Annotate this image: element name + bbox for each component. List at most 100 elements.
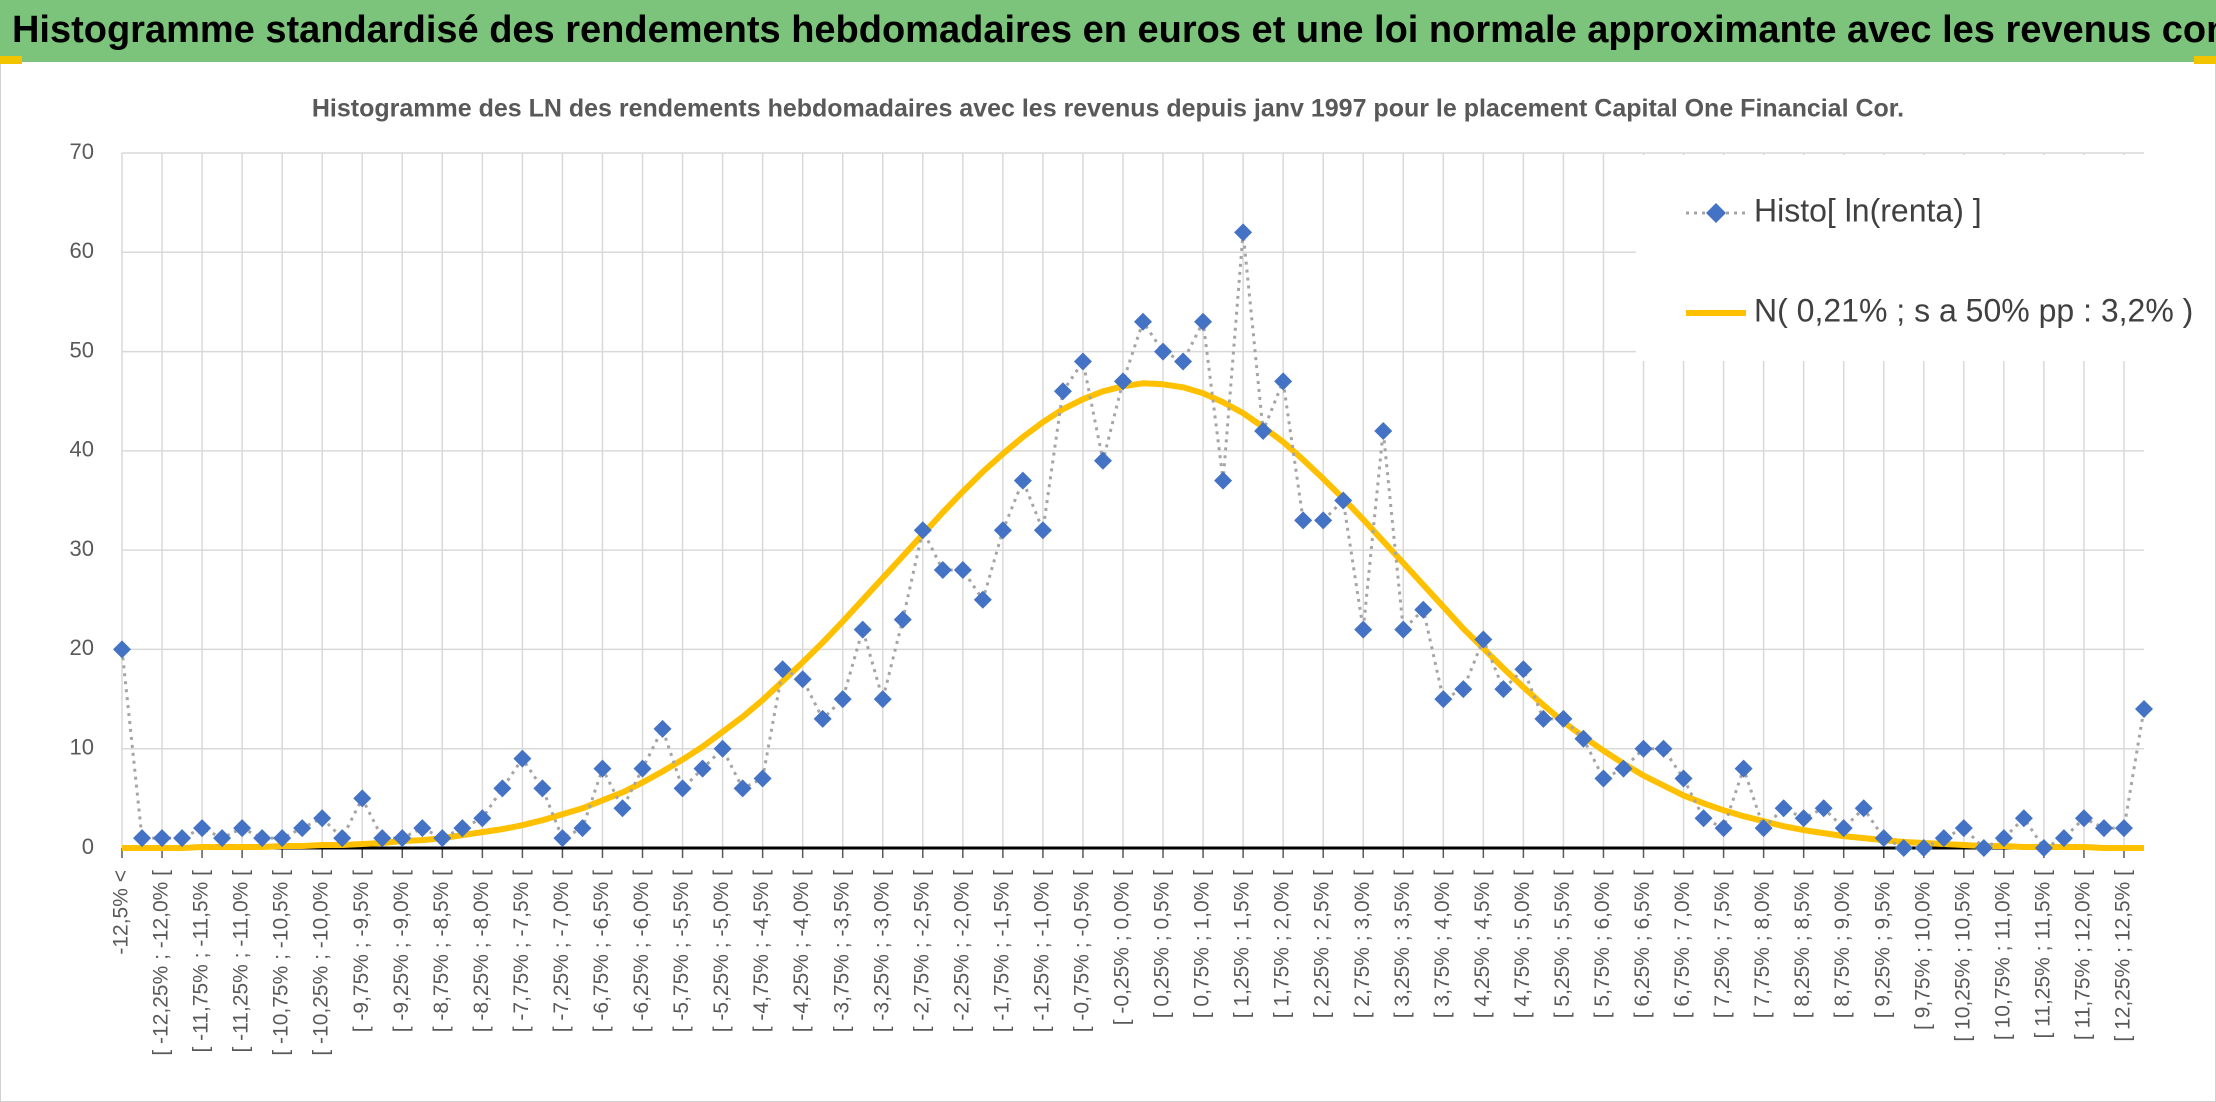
data-point — [333, 829, 352, 848]
x-tick-label: [ 11,25% ; 11,5% [ — [2031, 870, 2054, 1039]
x-tick-label: [ 8,75% ; 9,0% [ — [1831, 870, 1854, 1018]
data-point — [1474, 630, 1493, 649]
data-point — [973, 590, 992, 609]
header-title: ADAM Informe. Histogramme standardisé de… — [0, 9, 2216, 51]
data-point — [2074, 809, 2093, 828]
x-tick-label: [ -6,25% ; -6,0% [ — [630, 870, 653, 1032]
data-point — [1214, 471, 1233, 490]
data-point — [193, 819, 212, 838]
x-tick-label: [ 1,75% ; 2,0% [ — [1271, 870, 1294, 1018]
data-point — [1354, 620, 1373, 639]
data-point — [1614, 759, 1633, 778]
data-point — [1434, 690, 1453, 709]
data-point — [733, 779, 752, 798]
x-tick-label: [ 4,25% ; 4,5% [ — [1471, 870, 1494, 1018]
x-tick-label: -12,5% < — [110, 870, 133, 955]
y-tick-label: 70 — [70, 139, 94, 164]
x-tick-label: [ -2,75% ; -2,5% [ — [910, 870, 933, 1032]
data-point — [613, 799, 632, 818]
data-point — [993, 521, 1012, 540]
data-point — [1514, 660, 1533, 679]
data-point — [1073, 352, 1092, 371]
data-point — [113, 640, 131, 659]
data-point — [1794, 809, 1813, 828]
data-point — [753, 769, 772, 788]
x-tick-label: [ -7,25% ; -7,0% [ — [550, 870, 573, 1032]
data-point — [1674, 769, 1693, 788]
data-point — [1754, 819, 1773, 838]
data-point — [133, 829, 152, 848]
x-tick-label: [ 2,75% ; 3,0% [ — [1351, 870, 1374, 1018]
data-point — [393, 829, 412, 848]
x-tick-label: [ 9,25% ; 9,5% [ — [1871, 870, 1894, 1018]
legend-marker — [1706, 203, 1726, 223]
data-point — [273, 829, 292, 848]
data-point — [353, 789, 372, 808]
data-point — [1974, 839, 1993, 857]
legend-label: Histo[ ln(renta) ] — [1754, 192, 1982, 228]
x-tick-label: [ -9,75% ; -9,5% [ — [350, 870, 373, 1032]
x-tick-label: [ -7,75% ; -7,5% [ — [510, 870, 533, 1032]
x-tick-label: [ 2,25% ; 2,5% [ — [1311, 870, 1334, 1018]
data-point — [1834, 819, 1853, 838]
x-tick-label: [ -5,25% ; -5,0% [ — [710, 870, 733, 1032]
x-tick-label: [ -8,25% ; -8,0% [ — [470, 870, 493, 1032]
data-point — [673, 779, 692, 798]
x-tick-label: [ 8,25% ; 8,5% [ — [1791, 870, 1814, 1018]
x-tick-label: [ 3,25% ; 3,5% [ — [1391, 870, 1414, 1018]
data-point — [573, 819, 592, 838]
data-point — [1774, 799, 1793, 818]
data-point — [1033, 521, 1052, 540]
y-tick-label: 30 — [70, 536, 94, 561]
data-point — [533, 779, 552, 798]
data-point — [1134, 312, 1153, 331]
data-point — [553, 829, 572, 848]
data-point — [433, 829, 452, 848]
data-point — [1814, 799, 1833, 818]
data-point — [1714, 819, 1733, 838]
data-point — [1734, 759, 1753, 778]
data-point — [313, 809, 332, 828]
data-point — [1113, 372, 1132, 391]
data-point — [1994, 829, 2013, 848]
x-tick-label: [ 5,75% ; 6,0% [ — [1591, 870, 1614, 1018]
corner-left — [0, 56, 22, 64]
data-point — [2114, 819, 2133, 838]
data-point — [693, 759, 712, 778]
data-point — [253, 829, 272, 848]
x-tick-label: [ 4,75% ; 5,0% [ — [1511, 870, 1534, 1018]
data-point — [1294, 511, 1313, 530]
data-point — [493, 779, 512, 798]
data-point — [1174, 352, 1193, 371]
x-tick-label: [ 10,75% ; 11,0% [ — [1991, 870, 2014, 1040]
data-point — [813, 709, 832, 728]
data-point — [853, 620, 872, 639]
corner-right — [2194, 56, 2216, 64]
data-point — [1914, 839, 1933, 857]
data-point — [2135, 700, 2153, 718]
chart-title: Histogramme des LN des rendements hebdom… — [312, 95, 1904, 123]
legend-box — [1636, 155, 2206, 361]
y-tick-label: 20 — [70, 635, 94, 660]
data-point — [1194, 312, 1213, 331]
x-tick-label: [ 3,75% ; 4,0% [ — [1431, 870, 1454, 1018]
data-point — [1574, 729, 1593, 748]
data-point — [453, 819, 472, 838]
x-tick-label: [ -10,25% ; -10,0% [ — [310, 870, 333, 1056]
data-point — [873, 690, 892, 709]
data-point — [1694, 809, 1713, 828]
data-point — [373, 829, 392, 848]
data-point — [1494, 680, 1513, 699]
data-point — [833, 690, 852, 709]
x-tick-label: [ -1,75% ; -1,5% [ — [990, 870, 1013, 1032]
x-tick-label: [ 0,75% ; 1,0% [ — [1191, 870, 1214, 1018]
data-point — [293, 819, 312, 838]
x-tick-label: [ -0,75% ; -0,5% [ — [1070, 870, 1093, 1032]
x-tick-label: [ -10,75% ; -10,5% [ — [270, 870, 293, 1056]
x-tick-label: [ 7,25% ; 7,5% [ — [1711, 870, 1734, 1018]
data-point — [1554, 709, 1573, 728]
data-point — [1414, 600, 1433, 619]
x-tick-label: [ -3,75% ; -3,5% [ — [830, 870, 853, 1032]
x-tick-label: [ 12,25% ; 12,5% [ — [2112, 870, 2135, 1042]
y-tick-label: 10 — [70, 735, 94, 760]
